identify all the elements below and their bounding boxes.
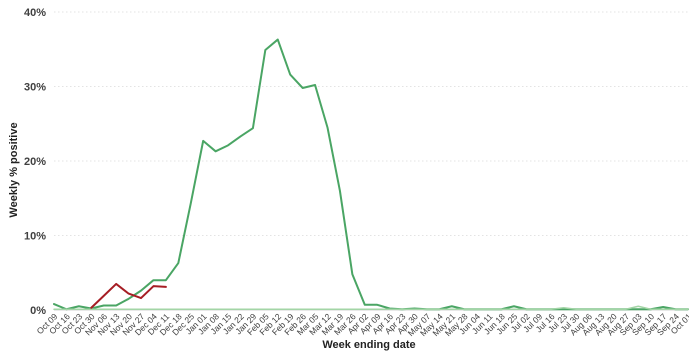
- y-tick-label: 10%: [24, 231, 46, 243]
- y-tick-label: 0%: [30, 305, 46, 317]
- series-line-3: [90, 282, 167, 309]
- x-axis-title: Week ending date: [322, 339, 415, 351]
- y-axis-ticks: 0% 10% 20% 30% 40%: [24, 7, 46, 317]
- series-line-2: [53, 305, 689, 310]
- series-lines: [53, 38, 689, 311]
- gridlines: [54, 11, 688, 311]
- y-tick-label: 30%: [24, 82, 46, 94]
- y-tick-label: 40%: [24, 7, 46, 19]
- y-axis-title: Weekly % positive: [8, 122, 20, 217]
- y-tick-label: 20%: [24, 156, 46, 168]
- series-line-1: [53, 38, 689, 311]
